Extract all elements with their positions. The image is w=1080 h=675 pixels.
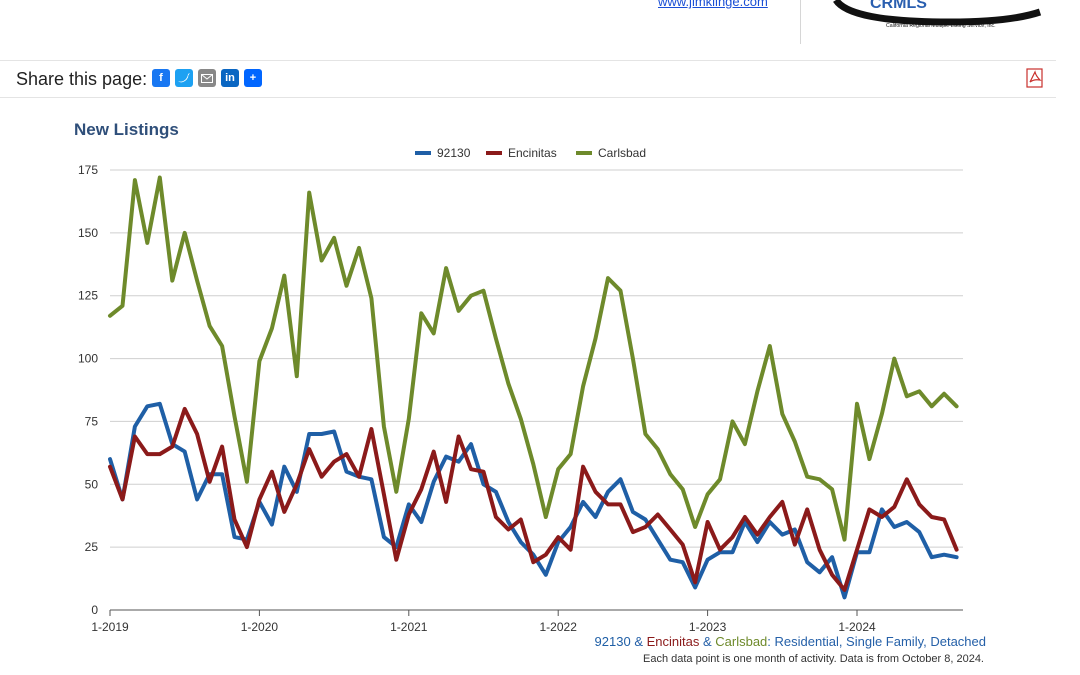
y-tick-label: 25 (85, 540, 99, 554)
y-tick-label: 50 (85, 477, 99, 491)
y-tick-label: 75 (85, 414, 99, 428)
footnote-description: : Residential, Single Family, Detached (767, 634, 986, 649)
footnote-amp: & (699, 634, 715, 649)
y-tick-label: 0 (91, 603, 98, 617)
x-tick-label: 1-2022 (540, 620, 578, 634)
y-tick-label: 175 (78, 163, 98, 177)
x-tick-label: 1-2024 (838, 620, 876, 634)
legend-label: Encinitas (508, 146, 557, 160)
y-tick-label: 125 (78, 289, 98, 303)
legend-label: Carlsbad (598, 146, 646, 160)
x-tick-label: 1-2023 (689, 620, 727, 634)
data-note: Each data point is one month of activity… (643, 653, 984, 665)
footnote-series-carlsbad: Carlsbad (715, 634, 767, 649)
x-tick-label: 1-2021 (390, 620, 428, 634)
y-tick-label: 100 (78, 352, 98, 366)
chart-footnote: 92130 & Encinitas & Carlsbad: Residentia… (595, 634, 986, 649)
x-tick-label: 1-2020 (241, 620, 279, 634)
footnote-series-encinitas: Encinitas (647, 634, 700, 649)
y-tick-label: 150 (78, 226, 98, 240)
legend-label: 92130 (437, 146, 471, 160)
footnote-amp: & (631, 634, 647, 649)
footnote-series-92130: 92130 (595, 634, 631, 649)
x-tick-label: 1-2019 (91, 620, 129, 634)
